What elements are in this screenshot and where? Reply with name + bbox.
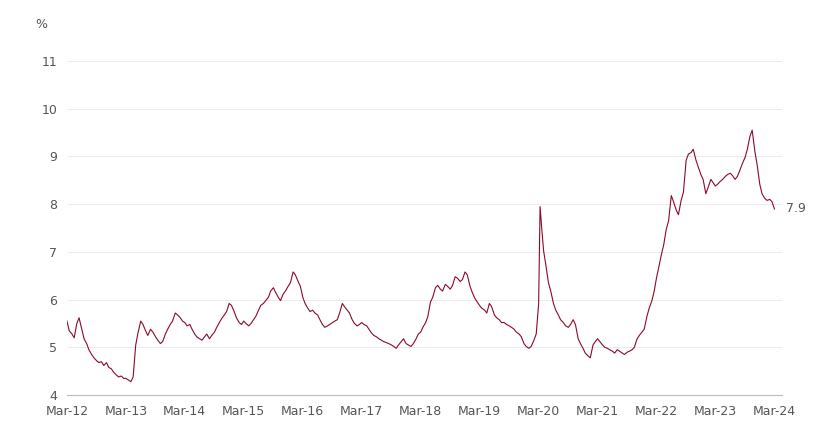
Text: 7.9: 7.9 [785,203,804,216]
Text: %: % [34,18,47,31]
